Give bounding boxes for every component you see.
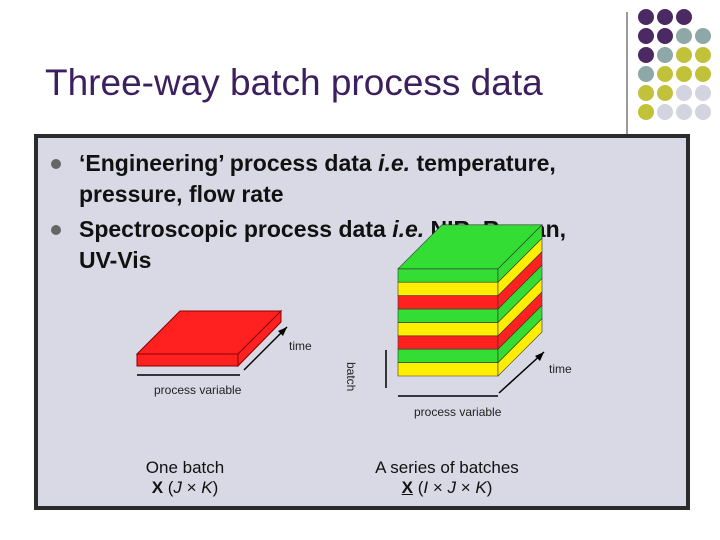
caption-part: )	[486, 478, 493, 497]
caption-part: ×	[455, 478, 476, 497]
bullet-text: UV-Vis	[79, 247, 152, 273]
decor-dot	[657, 104, 673, 120]
caption-part: )	[212, 478, 219, 497]
decor-dot	[638, 104, 654, 120]
decor-dot	[676, 28, 692, 44]
right-caption-formula: X (I × J × K)	[362, 478, 532, 498]
left-caption-formula: X (J × K)	[120, 478, 250, 498]
left-variable-label: process variable	[154, 383, 242, 397]
decor-dot	[676, 47, 692, 63]
decor-dot	[695, 66, 711, 82]
bullet-italic-ie: i.e.	[378, 150, 411, 176]
right-variable-label: process variable	[414, 405, 502, 419]
decorative-dot-grid-icon	[638, 9, 711, 120]
caption-part: ×	[428, 478, 448, 497]
decor-dot	[657, 85, 673, 101]
caption-part: K	[201, 478, 213, 497]
batch-layer-front	[397, 335, 499, 350]
decor-dot	[676, 66, 692, 82]
batch-axis-label: batch	[344, 362, 358, 392]
batch-layer-front	[397, 308, 499, 323]
decor-dot	[695, 85, 711, 101]
batch-layer-front	[397, 281, 499, 296]
slide-title: Three-way batch process data	[45, 62, 543, 103]
right-time-label: time	[549, 362, 572, 376]
decor-dot	[657, 66, 673, 82]
bullet-text: pressure, flow rate	[79, 181, 284, 207]
batch-stack	[397, 224, 543, 377]
left-time-arrowhead	[278, 327, 287, 336]
bullet-marker	[51, 225, 61, 235]
decor-dot	[676, 85, 692, 101]
caption-part: (	[163, 478, 174, 497]
left-time-axis	[243, 326, 288, 371]
bullet-marker	[51, 159, 61, 169]
batch-layer-front	[397, 348, 499, 363]
matrix-symbol: X	[151, 478, 164, 497]
batch-stack-top-face	[397, 224, 543, 270]
decor-dot	[657, 28, 673, 44]
bullet-text: Spectroscopic process data	[79, 216, 393, 242]
bullet-spectroscopic-data: Spectroscopic process data i.e. NIR, Ram…	[51, 214, 659, 276]
decor-dot	[695, 47, 711, 63]
batch-layer-front	[397, 322, 499, 337]
single-batch-slab	[135, 309, 283, 368]
left-time-label: time	[289, 339, 312, 353]
decor-dot	[657, 9, 673, 25]
title-divider-line	[626, 12, 628, 134]
right-time-axis	[498, 351, 545, 394]
right-caption: A series of batches X (I × J × K)	[362, 458, 532, 498]
decor-dot	[638, 28, 654, 44]
content-panel: ‘Engineering’ process data i.e. temperat…	[34, 134, 690, 510]
decor-dot	[676, 104, 692, 120]
caption-part: ×	[181, 478, 202, 497]
decor-dot	[638, 9, 654, 25]
decor-dot	[695, 104, 711, 120]
decor-dot	[638, 47, 654, 63]
caption-part: J	[447, 478, 456, 497]
right-caption-line1: A series of batches	[375, 458, 519, 477]
bullet-text: temperature,	[410, 150, 556, 176]
decor-dot	[695, 28, 711, 44]
left-caption-line1: One batch	[145, 458, 225, 477]
decor-dot	[657, 47, 673, 63]
batch-layer-front	[397, 268, 499, 283]
batch-layer-front	[397, 362, 499, 377]
decor-dot	[638, 66, 654, 82]
caption-part: J	[173, 478, 182, 497]
bullet-italic-ie: i.e.	[392, 216, 425, 242]
caption-part: I	[423, 478, 429, 497]
bullet-text: ‘Engineering’ process data	[79, 150, 379, 176]
caption-part: K	[475, 478, 487, 497]
decor-dot	[638, 85, 654, 101]
batch-layer-front	[397, 295, 499, 310]
slab-front-face	[136, 353, 239, 367]
decor-dot	[676, 9, 692, 25]
bullet-engineering-data: ‘Engineering’ process data i.e. temperat…	[51, 148, 659, 210]
left-caption: One batch X (J × K)	[120, 458, 250, 498]
tensor-symbol: X	[401, 478, 413, 497]
caption-part: (	[412, 478, 424, 497]
right-time-arrowhead	[535, 352, 544, 361]
